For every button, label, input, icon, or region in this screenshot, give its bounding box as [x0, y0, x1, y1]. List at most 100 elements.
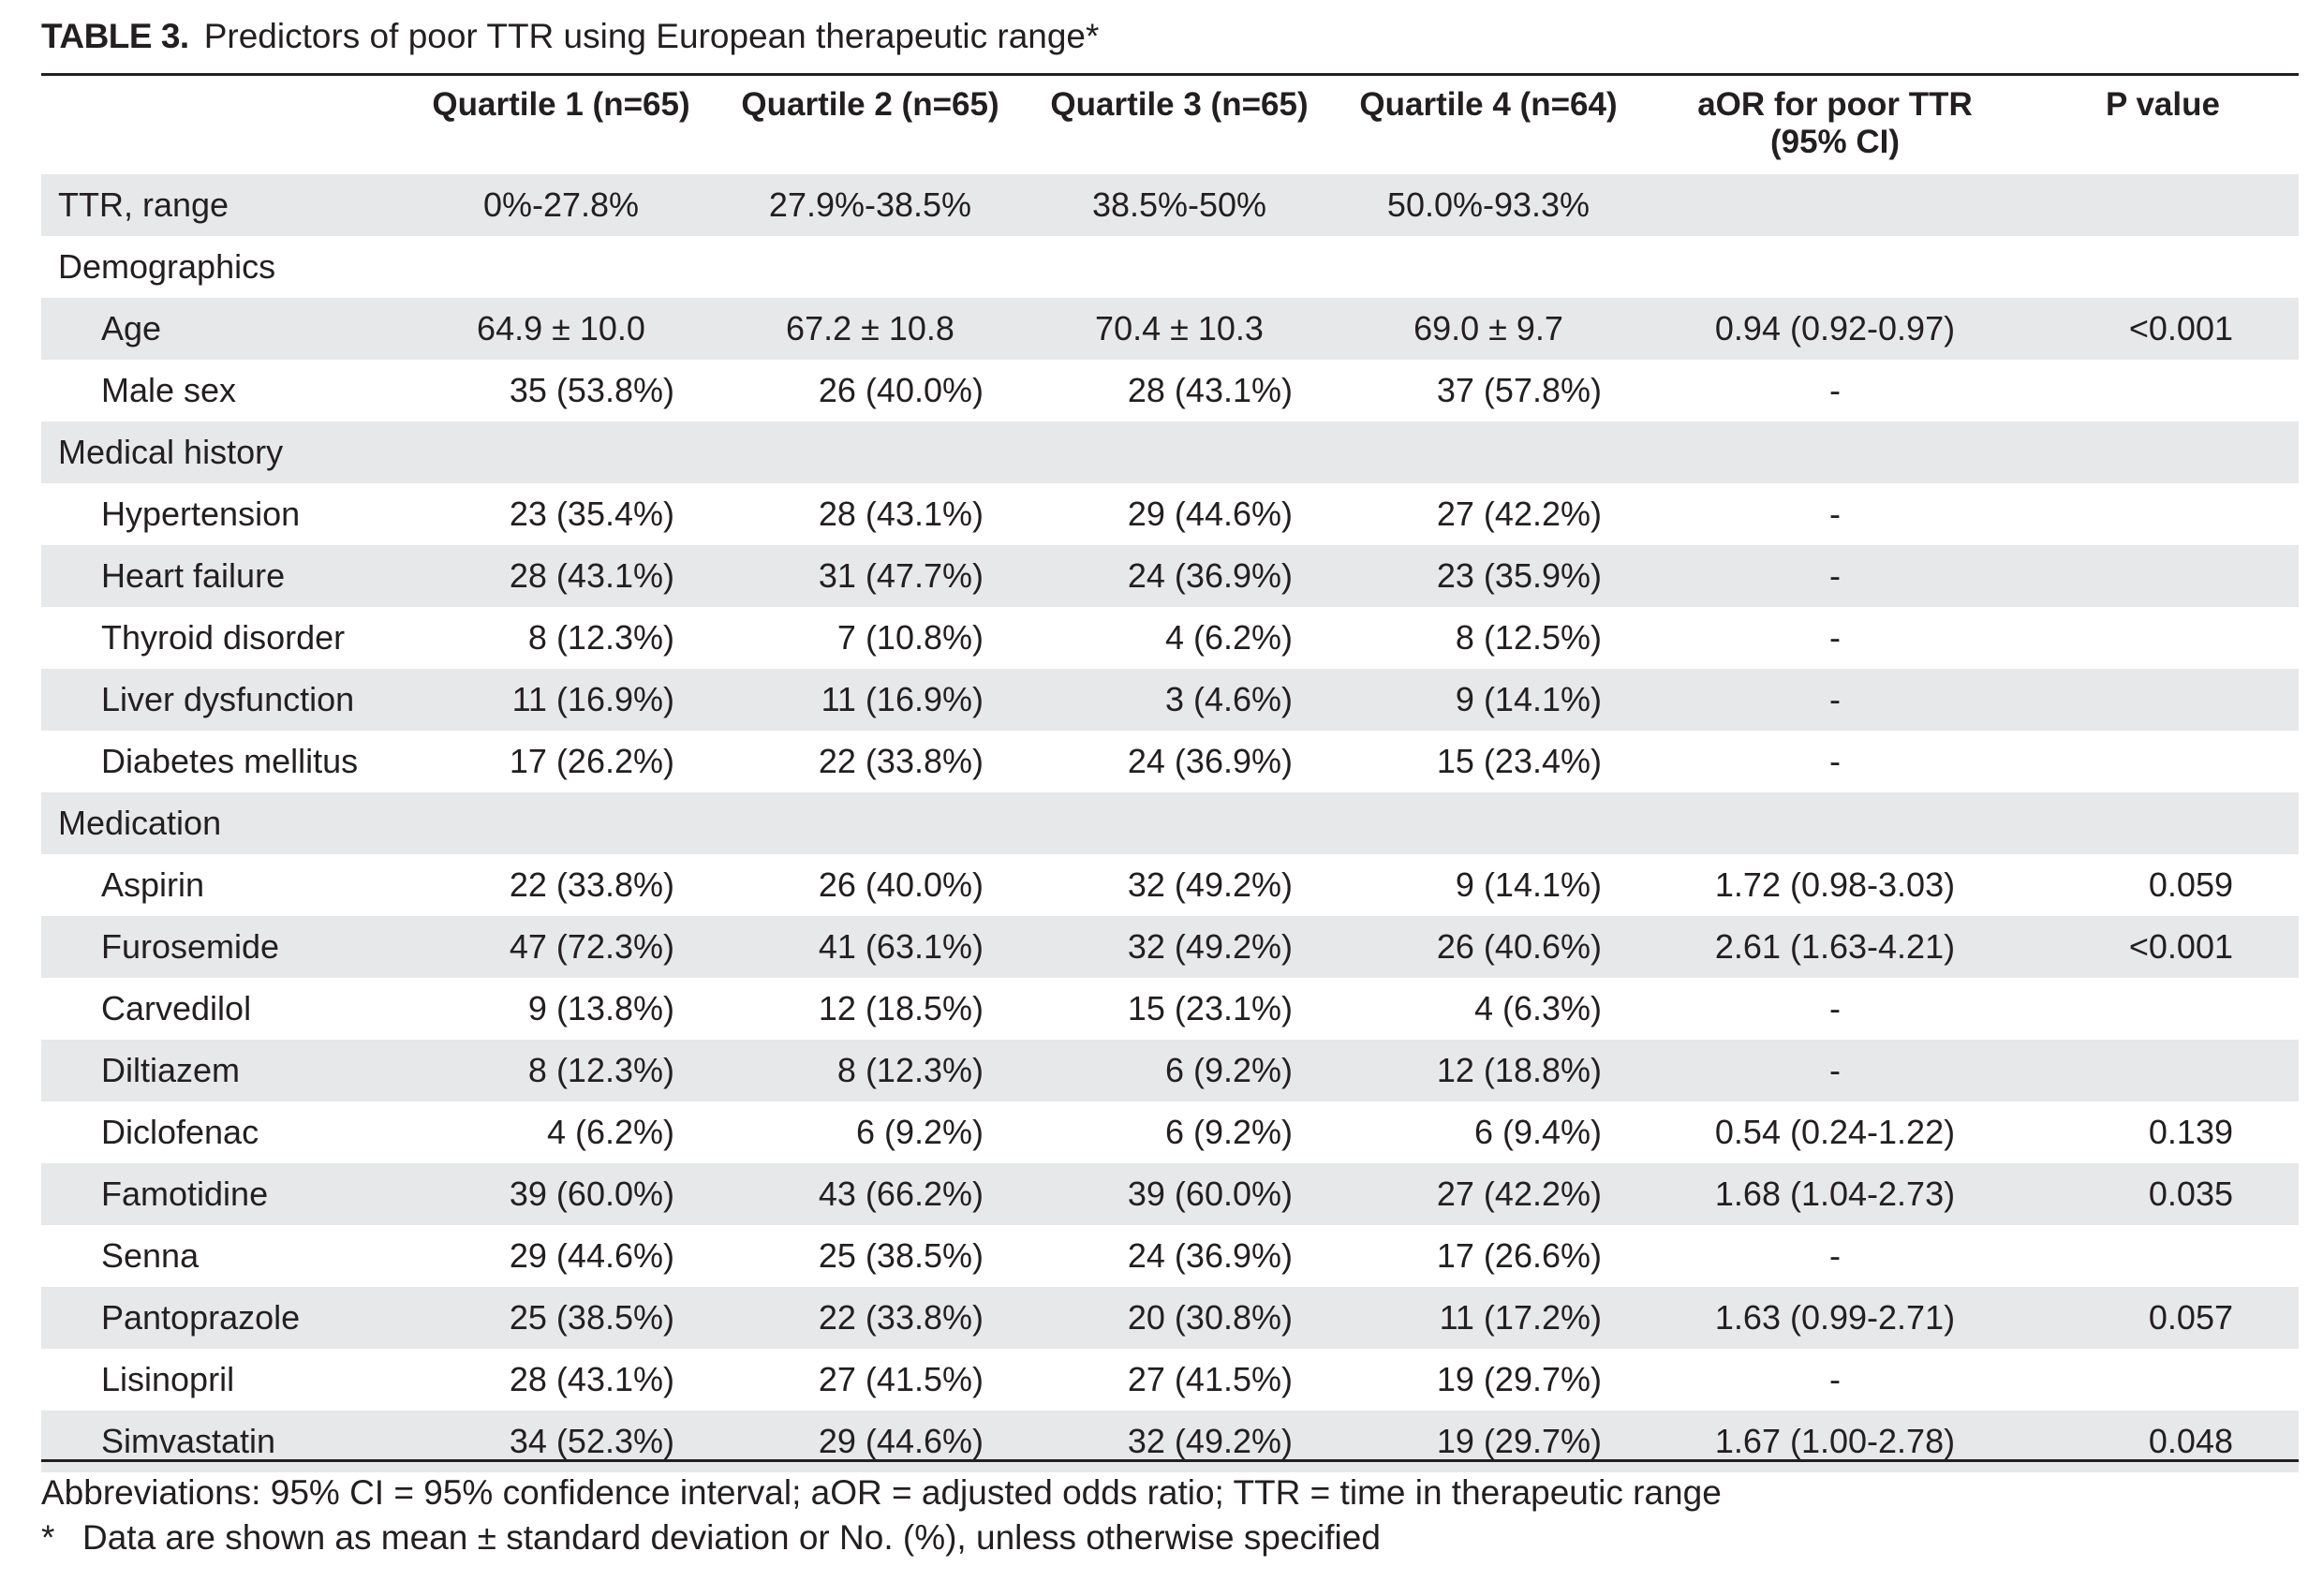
cell-quartile-2: 27 (41.5%) — [818, 1360, 984, 1398]
cell-quartile-4: 9 (14.1%) — [1334, 669, 1643, 731]
cell-aor: - — [1829, 371, 1841, 409]
cell-p-value: 0.048 — [2027, 1411, 2299, 1472]
cell-quartile-2: 29 (44.6%) — [716, 1411, 1025, 1472]
cell-quartile-4: 8 (12.5%) — [1455, 618, 1602, 657]
cell-p-value — [2027, 607, 2299, 669]
cell-quartile-1: 8 (12.3%) — [407, 1040, 716, 1101]
cell-p-value — [2027, 669, 2299, 731]
cell-aor: 0.54 (0.24-1.22) — [1714, 1113, 1956, 1151]
header-quartile-2: Quartile 2 (n=65) — [741, 86, 999, 123]
cell-quartile-3: 28 (43.1%) — [1127, 371, 1293, 409]
section-label: Demographics — [58, 247, 276, 286]
header-quartile-3: Quartile 3 (n=65) — [1050, 86, 1309, 123]
cell-quartile-1: 47 (72.3%) — [407, 916, 716, 978]
row-label: Heart failure — [41, 545, 407, 607]
cell-quartile-4: 69.0 ± 9.7 — [1334, 298, 1643, 360]
table-row: Aspirin 22 (33.8%) 26 (40.0%) 32 (49.2%) 9 (… — [41, 854, 2299, 916]
table-row: Heart failure 28 (43.1%) 31 (47.7%) 24 (36.… — [41, 545, 2299, 607]
cell-quartile-3: 20 (30.8%) — [1025, 1287, 1334, 1349]
cell-quartile-3: 3 (4.6%) — [1025, 669, 1334, 731]
cell-quartile-2: 27.9%-38.5% — [716, 174, 1025, 236]
row-label: Pantoprazole — [41, 1287, 407, 1349]
cell-aor: 1.67 (1.00-2.78) — [1643, 1411, 2027, 1472]
cell-aor: 1.72 (0.98-3.03) — [1714, 865, 1956, 904]
cell-quartile-3: 27 (41.5%) — [1127, 1360, 1293, 1398]
header-quartile-4: Quartile 4 (n=64) — [1359, 86, 1618, 123]
header-row: Quartile 1 (n=65) Quartile 2 (n=65) Quarti… — [41, 77, 2299, 174]
table-title: TABLE 3. Predictors of poor TTR using Eur… — [41, 13, 1099, 60]
data-footnote: * Data are shown as mean ± standard devia… — [41, 1515, 1381, 1560]
cell-quartile-4: 17 (26.6%) — [1436, 1236, 1602, 1275]
section-row: Medication — [41, 792, 2299, 854]
row-label: Famotidine — [41, 1163, 407, 1225]
row-label: Senna — [101, 1236, 200, 1275]
cell-quartile-4: 4 (6.3%) — [1473, 989, 1602, 1027]
cell-quartile-4: 27 (42.2%) — [1436, 495, 1602, 533]
cell-aor — [1643, 421, 2027, 483]
cell-p-value — [2027, 483, 2299, 545]
cell-quartile-1: 29 (44.6%) — [509, 1236, 674, 1275]
cell-quartile-2: 11 (16.9%) — [716, 669, 1025, 731]
cell-quartile-4: 19 (29.7%) — [1436, 1360, 1602, 1398]
row-label: Aspirin — [101, 865, 205, 904]
cell-quartile-2: 25 (38.5%) — [818, 1236, 984, 1275]
cell-aor: 0.94 (0.92-0.97) — [1643, 298, 2027, 360]
row-label: Lisinopril — [101, 1360, 235, 1398]
table-row: Age 64.9 ± 10.0 67.2 ± 10.8 70.4 ± 10.3 69.0… — [41, 298, 2299, 360]
table-caption: Predictors of poor TTR using European th… — [203, 17, 1100, 55]
cell-quartile-2: 28 (43.1%) — [818, 495, 984, 533]
cell-quartile-2 — [716, 792, 1025, 854]
cell-quartile-1: 28 (43.1%) — [509, 1360, 674, 1398]
cell-quartile-3: 70.4 ± 10.3 — [1025, 298, 1334, 360]
cell-quartile-2: 67.2 ± 10.8 — [716, 298, 1025, 360]
footnote-text: Data are shown as mean ± standard deviat… — [82, 1518, 1381, 1557]
row-label: Diclofenac — [101, 1113, 259, 1151]
cell-p-value — [2027, 1349, 2299, 1411]
table-row: Simvastatin 34 (52.3%) 29 (44.6%) 32 (49.2%… — [41, 1411, 2299, 1472]
section-label: Medical history — [41, 421, 407, 483]
table-row: Furosemide 47 (72.3%) 41 (63.1%) 32 (49.2%)… — [41, 916, 2299, 978]
cell-quartile-3: 32 (49.2%) — [1025, 1411, 1334, 1472]
cell-quartile-3: 32 (49.2%) — [1127, 865, 1293, 904]
cell-p-value — [2027, 174, 2299, 236]
cell-quartile-3: 4 (6.2%) — [1164, 618, 1293, 657]
cell-p-value: <0.001 — [2027, 916, 2299, 978]
row-label: Male sex — [101, 371, 237, 409]
cell-p-value — [2027, 421, 2299, 483]
top-rule — [41, 73, 2299, 76]
header-quartile-1: Quartile 1 (n=65) — [432, 86, 690, 123]
cell-quartile-4 — [1334, 421, 1643, 483]
section-row: Medical history — [41, 421, 2299, 483]
bottom-rule — [41, 1459, 2299, 1462]
cell-quartile-2: 6 (9.2%) — [855, 1113, 984, 1151]
cell-quartile-1: 23 (35.4%) — [509, 495, 674, 533]
cell-aor — [1643, 792, 2027, 854]
cell-aor: - — [1829, 495, 1841, 533]
table-row: Diltiazem 8 (12.3%) 8 (12.3%) 6 (9.2%) 12 (1… — [41, 1040, 2299, 1101]
header-variable — [41, 77, 407, 174]
section-label: TTR, range — [41, 174, 407, 236]
cell-quartile-2: 12 (18.5%) — [818, 989, 984, 1027]
cell-p-value: 0.139 — [2148, 1113, 2233, 1151]
cell-quartile-4: 50.0%-93.3% — [1334, 174, 1643, 236]
cell-quartile-1: 35 (53.8%) — [509, 371, 674, 409]
cell-quartile-1: 22 (33.8%) — [509, 865, 674, 904]
section-row: TTR, range 0%-27.8% 27.9%-38.5% 38.5%-50% 50… — [41, 174, 2299, 236]
cell-quartile-2: 31 (47.7%) — [716, 545, 1025, 607]
cell-p-value — [2027, 236, 2299, 298]
header-p-value: P value — [2106, 86, 2220, 123]
cell-quartile-4: 26 (40.6%) — [1334, 916, 1643, 978]
cell-quartile-2: 22 (33.8%) — [818, 742, 984, 780]
table-row: Pantoprazole 25 (38.5%) 22 (33.8%) 20 (30.8… — [41, 1287, 2299, 1349]
section-label: Medication — [41, 792, 407, 854]
cell-aor: - — [1643, 545, 2027, 607]
cell-quartile-3: 38.5%-50% — [1025, 174, 1334, 236]
cell-aor: - — [1643, 669, 2027, 731]
cell-quartile-1: 39 (60.0%) — [407, 1163, 716, 1225]
cell-aor: 2.61 (1.63-4.21) — [1643, 916, 2027, 978]
cell-p-value — [2027, 1225, 2299, 1287]
cell-quartile-2: 7 (10.8%) — [836, 618, 984, 657]
row-label: Furosemide — [41, 916, 407, 978]
row-label: Carvedilol — [101, 989, 252, 1027]
cell-quartile-1: 9 (13.8%) — [527, 989, 674, 1027]
